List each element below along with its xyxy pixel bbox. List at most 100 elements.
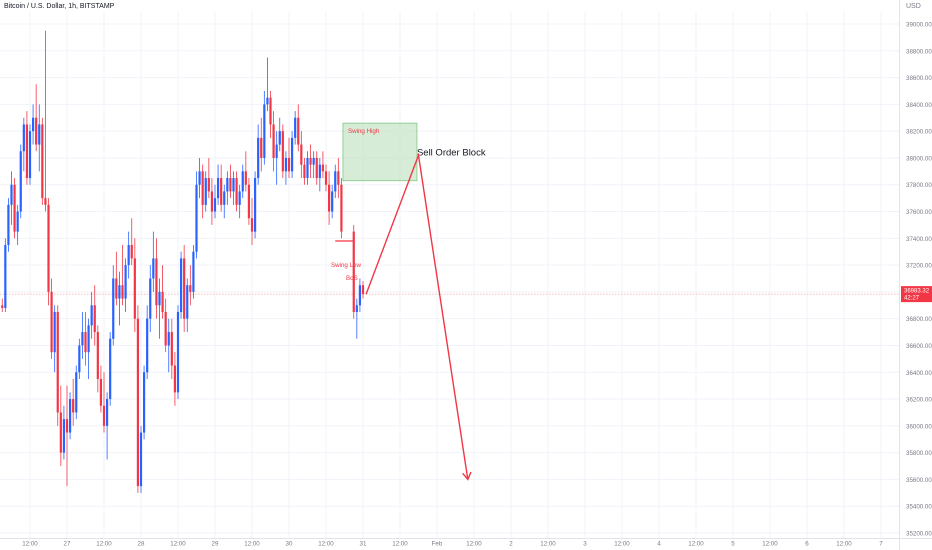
candle-body — [16, 211, 19, 232]
candle-body — [50, 291, 53, 353]
candle — [312, 151, 315, 179]
candle — [84, 311, 87, 366]
candle — [155, 238, 158, 319]
candle-body — [358, 285, 362, 306]
x-tick-label: 12:00 — [392, 541, 408, 548]
candle — [56, 305, 59, 426]
candle-body — [22, 124, 25, 152]
candle — [19, 144, 22, 219]
candle-body — [84, 332, 87, 353]
candle-body — [65, 419, 69, 433]
candle — [238, 184, 241, 219]
candle-body — [146, 318, 149, 373]
y-tick-label: 38000.00 — [906, 155, 932, 162]
candle-body — [331, 191, 334, 212]
candle-body — [4, 245, 7, 308]
candle — [102, 372, 106, 433]
candle-body — [78, 345, 81, 373]
candle — [105, 392, 109, 460]
candle-body — [130, 245, 133, 259]
candle-body — [226, 178, 229, 192]
candle — [53, 305, 56, 373]
candle-body — [96, 332, 99, 379]
y-tick-label: 36000.00 — [906, 423, 932, 430]
candle — [207, 157, 210, 199]
candle-body — [1, 305, 4, 308]
x-tick-label: 6 — [805, 541, 809, 548]
candle — [136, 305, 140, 493]
price-badge-value: 36983.32 — [904, 289, 930, 295]
candle — [10, 171, 13, 225]
candle-body — [220, 178, 223, 205]
candle — [87, 318, 90, 379]
candle-body — [102, 405, 106, 426]
y-tick-label: 35800.00 — [906, 450, 932, 457]
candle-body — [81, 332, 84, 346]
candle — [241, 164, 244, 199]
candle-body — [118, 285, 121, 299]
candle — [309, 144, 312, 179]
candle — [118, 271, 121, 326]
candle-body — [216, 178, 220, 199]
projection-arrow-head — [462, 471, 472, 481]
candle-body — [232, 178, 235, 192]
y-tick-label: 38800.00 — [906, 48, 932, 55]
candle-body — [213, 198, 217, 212]
candle-body — [241, 171, 244, 192]
candle — [281, 124, 284, 179]
candle-body — [62, 419, 66, 453]
candle-body — [47, 204, 50, 292]
candle-body — [340, 184, 343, 232]
candle-body — [133, 258, 136, 319]
candle-body — [179, 258, 183, 312]
candle — [244, 151, 247, 192]
candle — [324, 164, 328, 192]
candle — [90, 291, 93, 339]
candle-body — [361, 285, 365, 295]
candle-body — [272, 124, 275, 158]
candle — [179, 251, 183, 319]
candle — [127, 231, 130, 279]
candle — [115, 251, 118, 306]
candle — [22, 117, 25, 172]
candle — [192, 245, 195, 299]
candle-body — [176, 311, 180, 393]
candle-body — [149, 278, 152, 319]
candle — [124, 258, 127, 312]
candle-body — [161, 291, 164, 312]
candle — [183, 245, 186, 333]
candle-body — [105, 399, 109, 426]
x-tick-label: 12:00 — [244, 541, 260, 548]
x-tick-label: 30 — [286, 541, 293, 548]
y-tick-label: 38400.00 — [906, 102, 932, 109]
drawings: Swing High Swing Low BoS — [331, 128, 472, 481]
candle — [139, 425, 143, 493]
candle — [167, 318, 170, 373]
y-tick-label: 39000.00 — [906, 22, 932, 29]
order-block-rect — [342, 122, 418, 182]
x-tick-label: 12:00 — [540, 541, 556, 548]
candle — [297, 104, 300, 152]
candle — [164, 298, 167, 353]
candle — [161, 265, 164, 319]
x-tick-label: 12:00 — [836, 541, 852, 548]
candle — [269, 90, 272, 138]
candle-body — [235, 178, 238, 205]
candle-body — [121, 285, 124, 299]
candle-body — [303, 164, 306, 179]
candle-body — [306, 157, 309, 179]
x-tick-label: 31 — [360, 541, 367, 548]
candle — [226, 171, 229, 205]
candle — [158, 278, 161, 339]
candle — [290, 131, 294, 179]
x-tick-label: 12:00 — [22, 541, 38, 548]
candle-body — [327, 184, 331, 212]
price-badge-countdown: 42:27 — [904, 296, 920, 302]
candle-body — [278, 131, 281, 145]
candle-body — [269, 97, 272, 125]
candle-body — [164, 311, 167, 346]
candle — [303, 157, 306, 185]
candle — [340, 178, 343, 239]
